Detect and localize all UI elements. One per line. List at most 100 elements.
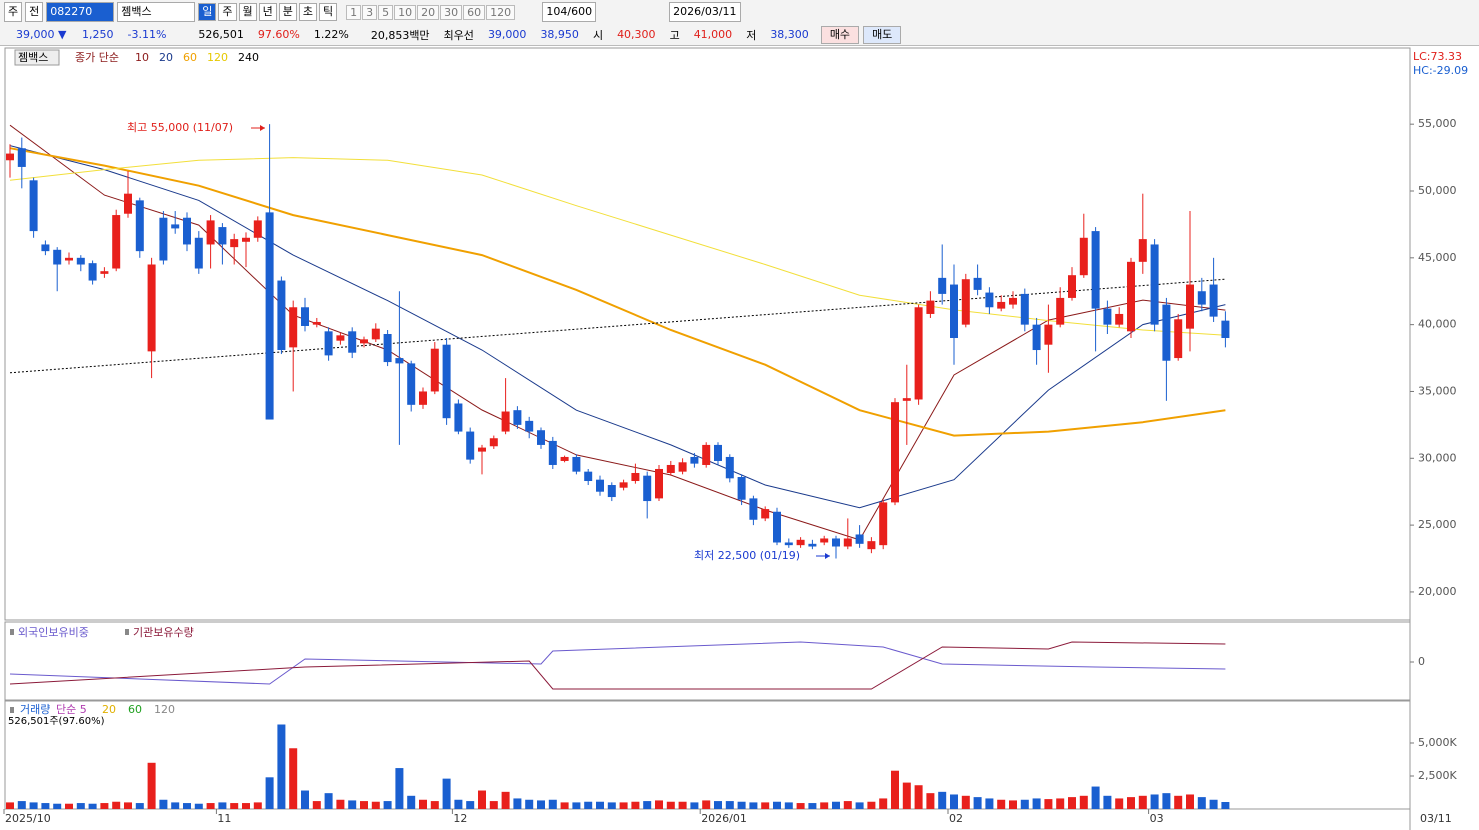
interval-button[interactable]: 10 bbox=[394, 4, 417, 20]
volume-bar bbox=[360, 801, 368, 809]
volume-bar bbox=[1009, 800, 1017, 809]
code-input[interactable]: 082270 bbox=[46, 2, 115, 22]
volume-bar bbox=[194, 803, 203, 809]
volume-bar bbox=[725, 801, 734, 809]
candle-body bbox=[112, 215, 121, 269]
bid: 38,950 bbox=[540, 28, 579, 41]
interval-button[interactable]: 3 bbox=[362, 4, 378, 20]
candle-body bbox=[690, 456, 699, 464]
candle-body bbox=[1162, 304, 1171, 361]
candle-body bbox=[737, 477, 746, 500]
candle-body bbox=[383, 334, 392, 363]
volume-bar bbox=[1091, 786, 1100, 809]
candle-body bbox=[206, 220, 215, 245]
volume-bar bbox=[407, 795, 416, 809]
volume-bar bbox=[171, 802, 180, 809]
volume-bar bbox=[501, 791, 510, 809]
interval-button[interactable]: 60 bbox=[463, 4, 486, 20]
volume-bar bbox=[1209, 799, 1218, 809]
volume-bar bbox=[17, 801, 26, 809]
interval-button[interactable]: 20 bbox=[417, 4, 440, 20]
candle-body bbox=[584, 471, 593, 482]
x-tick-label: 03 bbox=[1150, 812, 1164, 825]
candle-body bbox=[973, 277, 982, 290]
interval-button[interactable]: 120 bbox=[486, 4, 516, 20]
legend-entry: 20 bbox=[102, 703, 116, 716]
candle-body bbox=[41, 244, 50, 252]
candle-body bbox=[643, 475, 652, 502]
candle-body bbox=[808, 543, 817, 547]
legend-entry: 120 bbox=[207, 51, 228, 64]
volume-bar bbox=[1115, 798, 1124, 809]
period-button[interactable]: 월 bbox=[238, 3, 257, 21]
volume-bar bbox=[430, 801, 439, 809]
candle-body bbox=[655, 468, 663, 499]
candle-body bbox=[1068, 275, 1076, 298]
buy-button[interactable]: 매수 bbox=[820, 25, 860, 44]
period-button[interactable]: 분 bbox=[278, 3, 297, 21]
volume-bar bbox=[548, 799, 557, 809]
sell-button[interactable]: 매도 bbox=[863, 25, 902, 44]
volume-bar bbox=[997, 799, 1006, 809]
candle-body bbox=[76, 257, 85, 265]
low: 38,300 bbox=[770, 28, 809, 41]
candle-body bbox=[796, 539, 805, 546]
volume-note: 526,501주(97.60%) bbox=[8, 716, 105, 727]
interval-button[interactable]: 1 bbox=[346, 4, 362, 20]
volume-bar bbox=[88, 803, 97, 809]
panel-frame bbox=[4, 700, 1411, 810]
candle-body bbox=[843, 538, 852, 547]
volume-bar bbox=[6, 802, 14, 809]
annotation: 최저 22,500 (01/19) bbox=[694, 549, 800, 562]
quote-bar: 39,000 ▼ 1,250 -3.11% 526,501 97.60% 1.2… bbox=[0, 24, 1479, 46]
period-button[interactable]: 일 bbox=[198, 3, 217, 21]
candle-body bbox=[1091, 231, 1100, 309]
turnover: 1.22% bbox=[313, 28, 349, 41]
volume-bar bbox=[702, 800, 711, 809]
volume-bar bbox=[100, 803, 109, 809]
ownership-line bbox=[9, 641, 1226, 690]
candle-body bbox=[124, 193, 132, 214]
candle-body bbox=[242, 237, 250, 242]
volume-bar bbox=[265, 777, 274, 809]
volume-bar bbox=[183, 803, 191, 809]
intervals: 1 3 5 10 20 30 60 120 bbox=[346, 4, 516, 20]
candle-body bbox=[596, 479, 604, 492]
period-button[interactable]: 주 bbox=[218, 3, 237, 21]
volume-bar bbox=[926, 793, 935, 809]
period-button[interactable]: 년 bbox=[258, 3, 277, 21]
candle-body bbox=[430, 348, 439, 392]
volume-bar bbox=[277, 724, 286, 809]
last-date: 03/11 bbox=[1420, 812, 1452, 825]
x-tick-label: 12 bbox=[453, 812, 467, 825]
candle-body bbox=[714, 444, 722, 461]
candle-body bbox=[1186, 284, 1194, 329]
volume-bar bbox=[666, 801, 675, 809]
volume-bar bbox=[1068, 797, 1076, 809]
candle-body bbox=[572, 456, 581, 472]
high: 41,000 bbox=[693, 28, 733, 41]
volume-bar bbox=[914, 785, 923, 809]
candle-body bbox=[537, 430, 545, 445]
volume-bar bbox=[135, 803, 144, 809]
date[interactable]: 2026/03/11 bbox=[669, 2, 741, 22]
interval-button[interactable]: 30 bbox=[440, 4, 463, 20]
candle-body bbox=[147, 264, 156, 352]
volume-bar bbox=[867, 801, 876, 809]
period-button[interactable]: 틱 bbox=[319, 3, 338, 21]
x-tick-label: 02 bbox=[949, 812, 963, 825]
candle-body bbox=[1079, 237, 1088, 276]
candle-body bbox=[820, 538, 829, 543]
period-button[interactable]: 초 bbox=[298, 3, 317, 21]
volume-bar bbox=[159, 799, 168, 809]
stock-name[interactable]: 젬백스 bbox=[117, 2, 196, 22]
volume-bar bbox=[1150, 794, 1159, 809]
volume-bar bbox=[312, 801, 321, 809]
change: 1,250 bbox=[82, 28, 114, 41]
mode[interactable]: 전 bbox=[25, 2, 44, 22]
count[interactable]: 104/600 bbox=[542, 2, 597, 22]
market[interactable]: 주 bbox=[4, 2, 23, 22]
interval-button[interactable]: 5 bbox=[378, 4, 394, 20]
